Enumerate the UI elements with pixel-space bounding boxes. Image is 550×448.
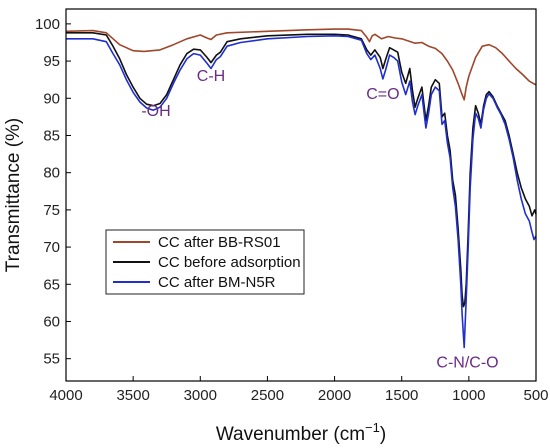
x-tick-label: 3000 [184,387,217,404]
x-axis-label: Wavenumber (cm−1) [216,420,386,445]
x-axis-label-main: Wavenumber (cm [216,424,365,445]
series-line-0 [65,28,537,101]
x-tick-label: 2000 [318,387,351,404]
x-tick-label: 3500 [116,387,149,404]
series-layer [65,28,537,349]
y-tick-label: 55 [43,351,60,368]
x-axis-label-close: ) [380,424,386,445]
x-tick-label: 1000 [452,387,485,404]
plot-frame [65,8,537,382]
series-line-1 [66,31,537,308]
x-tick-label: 1500 [385,387,418,404]
ticks-layer: 4000 3500 3000 2500 2000 1500 1000 500 55 60 65 70 7… [35,16,549,404]
legend-label-0: CC after BB-RS01 [158,234,281,251]
series-line-2 [66,35,537,349]
y-tick-label: 70 [43,239,60,256]
y-tick-label: 100 [35,16,60,33]
y-tick-label: 95 [43,53,60,70]
legend: CC after BB-RS01 CC before adsorption CC… [105,229,305,295]
x-tick-label: 2500 [251,387,284,404]
x-axis-label-exponent: −1 [365,420,380,435]
y-tick-label: 90 [43,90,60,107]
y-tick-label: 80 [43,165,60,182]
x-tick-label: 4000 [49,387,82,404]
annotation-ch: C-H [197,68,225,85]
annotations-layer: -OH C-H C=O C-N/C-O [141,68,498,371]
annotation-co-carbonyl: C=O [366,86,399,103]
y-tick-label: 75 [43,202,60,219]
x-tick-label: 500 [523,387,548,404]
annotation-cn-co: C-N/C-O [436,355,498,372]
y-tick-label: 65 [43,276,60,293]
legend-label-2: CC after BM-N5R [158,274,276,291]
y-tick-label: 85 [43,127,60,144]
annotation-oh: -OH [141,103,170,120]
legend-label-1: CC before adsorption [158,254,301,271]
y-axis-label: Transmittance (%) [3,118,24,273]
y-tick-label: 60 [43,313,60,330]
